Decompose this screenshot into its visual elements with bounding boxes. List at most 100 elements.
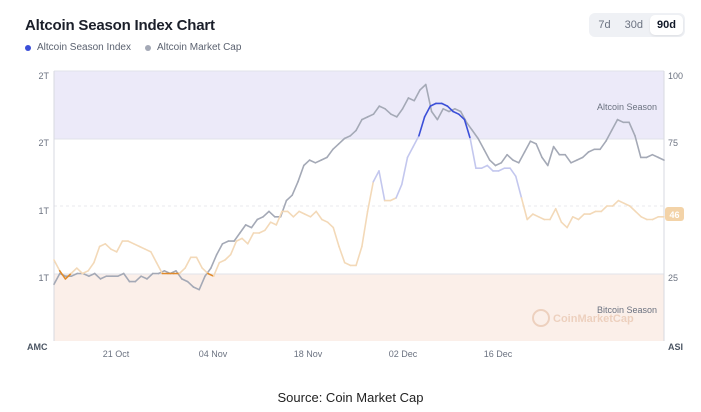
market-cap-line-segment <box>372 105 381 115</box>
market-cap-line-segment <box>70 272 78 278</box>
coinmarketcap-logo-icon <box>532 309 550 327</box>
altcoin-season-index-line-segment <box>400 156 409 186</box>
market-cap-line-segment <box>320 156 328 161</box>
market-cap-line-segment <box>552 145 561 156</box>
market-cap-line-segment <box>523 140 532 153</box>
altcoin-season-index-line-segment <box>207 272 215 278</box>
market-cap-line-segment <box>529 140 538 145</box>
altcoin-season-index-line-segment <box>76 267 84 275</box>
altcoin-season-index-line-segment <box>623 202 631 207</box>
market-cap-line-segment <box>297 164 305 183</box>
altcoin-season-index-line-segment <box>332 226 340 248</box>
market-cap-line-segment <box>181 278 189 283</box>
range-button-90d[interactable]: 90d <box>650 15 683 35</box>
altcoin-season-index-line-segment <box>155 261 164 275</box>
legend-label-market-cap: Altcoin Market Cap <box>156 42 242 53</box>
market-cap-line-segment <box>494 162 503 167</box>
altcoin-season-chart: 2T 2T 1T 1T 100 75 25 AMC ASI 21 Oct 04 … <box>27 70 684 359</box>
market-cap-line-segment <box>134 275 142 283</box>
market-cap-line-segment <box>146 272 154 280</box>
market-cap-line-segment <box>599 140 607 151</box>
left-tick-label: 1T <box>38 206 49 216</box>
market-cap-line-segment <box>605 129 613 142</box>
market-cap-line-segment <box>390 113 398 118</box>
altcoin-season-index-line-segment <box>144 248 152 253</box>
market-cap-line-segment <box>541 156 549 167</box>
altcoin-season-index-line-segment <box>269 221 278 226</box>
current-value-badge <box>665 207 684 221</box>
x-tick-label: 04 Nov <box>199 349 228 359</box>
market-cap-line-segment <box>285 194 294 202</box>
market-cap-line-segment <box>175 269 183 280</box>
market-cap-line-segment <box>186 280 195 288</box>
x-tick-label: 16 Dec <box>484 349 513 359</box>
market-cap-line-segment <box>268 210 276 218</box>
altcoin-season-index-line-segment <box>418 116 426 137</box>
altcoin-season-index-line-segment <box>571 216 580 221</box>
altcoin-season-index-line-segment <box>509 167 517 178</box>
market-cap-line-segment <box>117 272 125 278</box>
altcoin-season-index-line-segment <box>526 213 534 221</box>
left-axis-corner-label: AMC <box>27 342 48 352</box>
altcoin-season-index-line-segment <box>651 216 660 221</box>
altcoin-season-index-line-segment <box>566 216 574 229</box>
altcoin-season-band-label: Altcoin Season <box>597 102 657 112</box>
market-cap-line-segment <box>204 267 212 278</box>
altcoin-season-index-line-segment <box>127 240 135 245</box>
altcoin-season-index-line-segment <box>361 210 369 248</box>
market-cap-line-segment <box>93 272 102 280</box>
bitcoin-season-band <box>54 274 664 341</box>
altcoin-season-index-line-segment <box>212 261 221 278</box>
market-cap-line-segment <box>517 151 526 164</box>
altcoin-season-index-line-segment <box>486 164 494 172</box>
market-cap-line-segment <box>349 129 357 137</box>
range-button-7d[interactable]: 7d <box>598 19 611 31</box>
altcoin-season-index-line-segment <box>229 240 238 256</box>
market-cap-line-segment <box>256 216 264 221</box>
market-cap-line-segment <box>488 159 497 167</box>
altcoin-season-index-line-segment <box>53 259 61 272</box>
altcoin-season-index-line-segment <box>338 245 346 264</box>
market-cap-line-segment <box>332 143 340 151</box>
altcoin-season-index-line-segment <box>309 210 318 218</box>
market-cap-line-segment <box>122 272 131 283</box>
altcoin-season-index-line-segment <box>628 205 637 213</box>
right-axis-corner-label: ASI <box>668 342 683 352</box>
market-cap-line-segment <box>262 210 270 218</box>
left-tick-label: 2T <box>38 138 49 148</box>
altcoin-season-index-line-segment <box>440 102 449 107</box>
market-cap-line-segment <box>483 148 491 161</box>
market-cap-line-segment <box>576 156 584 161</box>
market-cap-line-segment <box>535 143 543 159</box>
market-cap-line-segment <box>326 148 334 159</box>
legend-label-index: Altcoin Season Index <box>37 42 131 53</box>
market-cap-line-segment <box>140 275 148 280</box>
altcoin-season-index-line-segment <box>389 197 397 202</box>
legend-item-altcoin-market-cap[interactable]: Altcoin Market Cap <box>144 42 242 53</box>
market-cap-line-segment <box>651 153 660 159</box>
legend-item-altcoin-season-index[interactable]: Altcoin Season Index <box>25 42 131 53</box>
altcoin-season-index-line-segment <box>315 210 323 221</box>
altcoin-season-index-line-segment <box>549 207 557 221</box>
altcoin-season-index-line-segment <box>469 137 477 169</box>
altcoin-season-index-line-segment <box>611 199 620 207</box>
altcoin-season-index-line-segment <box>178 267 186 275</box>
altcoin-season-index-line-segment <box>64 272 72 280</box>
market-cap-line-segment <box>645 153 654 159</box>
altcoin-season-index-line-segment <box>184 256 192 269</box>
altcoin-season-index-line-segment <box>372 170 380 183</box>
altcoin-season-index-line-segment <box>303 213 312 218</box>
legend-dot-market-cap <box>144 44 151 51</box>
altcoin-season-index-line-segment <box>640 216 648 221</box>
market-cap-line-segment <box>610 118 619 132</box>
altcoin-season-index-line-segment <box>110 248 118 253</box>
altcoin-season-index-line-segment <box>292 210 300 218</box>
x-tick-label: 21 Oct <box>103 349 130 359</box>
altcoin-season-index-line-segment <box>532 213 540 218</box>
altcoin-season-index-line-segment <box>406 145 415 159</box>
market-cap-line-segment <box>192 286 200 291</box>
market-cap-line-segment <box>442 108 450 113</box>
range-button-30d[interactable]: 30d <box>624 19 644 31</box>
market-cap-line-segment <box>291 180 299 196</box>
altcoin-season-index-line-segment <box>395 183 403 199</box>
